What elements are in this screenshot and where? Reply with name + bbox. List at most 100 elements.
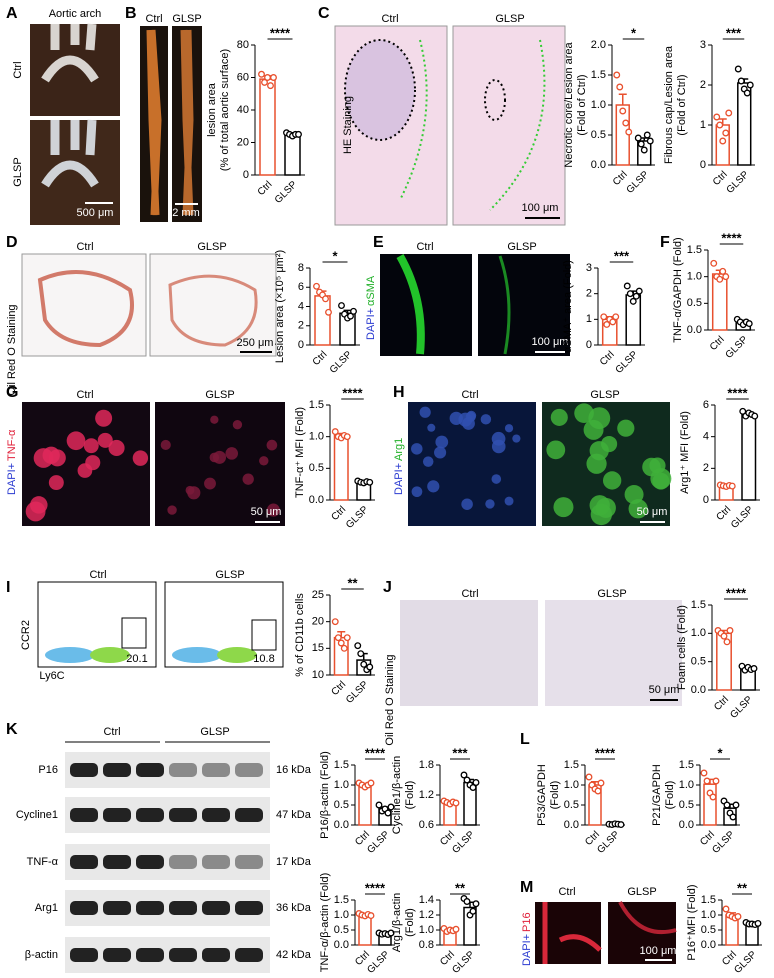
label: DAPI+ <box>393 463 405 495</box>
label: Oil Red O Staining <box>6 304 18 395</box>
band <box>169 948 197 962</box>
x-tick-label: Ctrl <box>712 694 731 713</box>
y-tick-label: 0 <box>298 339 304 351</box>
band <box>136 901 164 915</box>
cell <box>411 443 423 455</box>
y-tick-label: 15 <box>312 642 324 654</box>
cell <box>422 456 434 467</box>
y-tick-label: 10 <box>312 669 324 681</box>
cell <box>480 414 492 425</box>
band <box>235 901 263 915</box>
data-point <box>594 787 602 795</box>
cell <box>232 420 243 430</box>
cell <box>66 431 86 451</box>
y-tick-label: 1.5 <box>334 894 349 906</box>
y-tick-label: 0.0 <box>679 819 694 831</box>
y-tick-label: 1 <box>586 313 592 325</box>
data-point <box>725 109 733 117</box>
data-point <box>334 634 342 642</box>
band <box>103 808 131 822</box>
significance: **** <box>595 745 616 760</box>
cell <box>491 474 502 484</box>
image <box>396 254 425 355</box>
data-point <box>754 919 762 927</box>
y-tick-label: 0 <box>243 169 249 181</box>
label: Ctrl <box>461 588 478 600</box>
cell <box>624 484 644 505</box>
label: Arg1 <box>35 902 58 914</box>
data-point <box>700 769 708 777</box>
label: GLSP <box>197 241 226 253</box>
label: CCR2 <box>20 620 32 650</box>
x-tick-label: GLSP <box>614 349 641 376</box>
band <box>103 855 131 869</box>
y-tick-label: 60 <box>237 71 249 83</box>
y-tick-label: 0.5 <box>687 297 702 309</box>
label: GLSP <box>495 13 524 25</box>
cell <box>259 456 269 466</box>
y-axis-label: TNF-α⁺ MFI (Fold) <box>294 407 306 498</box>
data-point <box>343 433 351 441</box>
bar <box>259 78 276 176</box>
data-point <box>728 482 736 490</box>
data-point <box>617 821 625 829</box>
cell <box>649 457 666 474</box>
data-point <box>367 779 375 787</box>
y-tick-label: 0.5 <box>701 924 716 936</box>
y-axis-label: (Fold) <box>404 908 416 937</box>
band <box>70 763 98 777</box>
x-tick-label: GLSP <box>724 334 751 361</box>
y-axis-label: P21/GAPDH <box>651 764 663 826</box>
y-tick-label: 6 <box>703 399 709 411</box>
y-tick-label: 6 <box>298 281 304 293</box>
band <box>202 901 230 915</box>
significance: ** <box>347 575 358 590</box>
data-point <box>732 801 740 809</box>
label: GLSP <box>12 157 24 186</box>
data-point <box>340 644 348 652</box>
data-point <box>270 74 277 81</box>
data-point <box>625 128 633 136</box>
y-tick-label: 1.5 <box>309 399 324 411</box>
cell <box>652 472 670 490</box>
data-point <box>619 107 627 115</box>
y-tick-label: 1.4 <box>419 894 434 906</box>
label: 42 kDa <box>276 949 312 961</box>
cell <box>550 408 568 426</box>
x-tick-label: GLSP <box>365 829 392 856</box>
x-tick-label: Ctrl <box>329 679 348 698</box>
y-tick-label: 8 <box>298 262 304 274</box>
bar <box>333 434 349 501</box>
label: Ctrl <box>89 569 106 581</box>
band <box>169 763 197 777</box>
band <box>235 855 263 869</box>
data-point <box>737 77 745 85</box>
data-point <box>751 412 759 420</box>
label: 47 kDa <box>276 809 312 821</box>
cell <box>461 498 473 510</box>
image <box>452 25 566 226</box>
data-point <box>745 320 753 328</box>
bar <box>358 784 372 826</box>
cell <box>225 447 239 460</box>
cell <box>209 452 220 463</box>
x-tick-label: GLSP <box>365 949 392 976</box>
label: Oil Red O Staining <box>384 654 396 745</box>
label: TNF-α <box>27 856 59 868</box>
y-tick-label: 0.5 <box>691 656 706 668</box>
data-point <box>463 898 471 905</box>
data-point <box>637 140 645 148</box>
label: GLSP <box>597 588 626 600</box>
image <box>618 901 677 935</box>
bar <box>284 133 301 176</box>
y-axis-label: Fibrous cap/Lesion area <box>663 45 675 164</box>
label: GLSP <box>215 569 244 581</box>
significance: **** <box>726 585 747 600</box>
y-tick-label: 1.0 <box>591 99 606 111</box>
cell <box>504 424 514 433</box>
data-point <box>472 779 480 786</box>
y-tick-label: 1.5 <box>701 894 716 906</box>
data-point <box>295 130 302 138</box>
data-point <box>472 900 480 908</box>
image <box>41 23 99 83</box>
